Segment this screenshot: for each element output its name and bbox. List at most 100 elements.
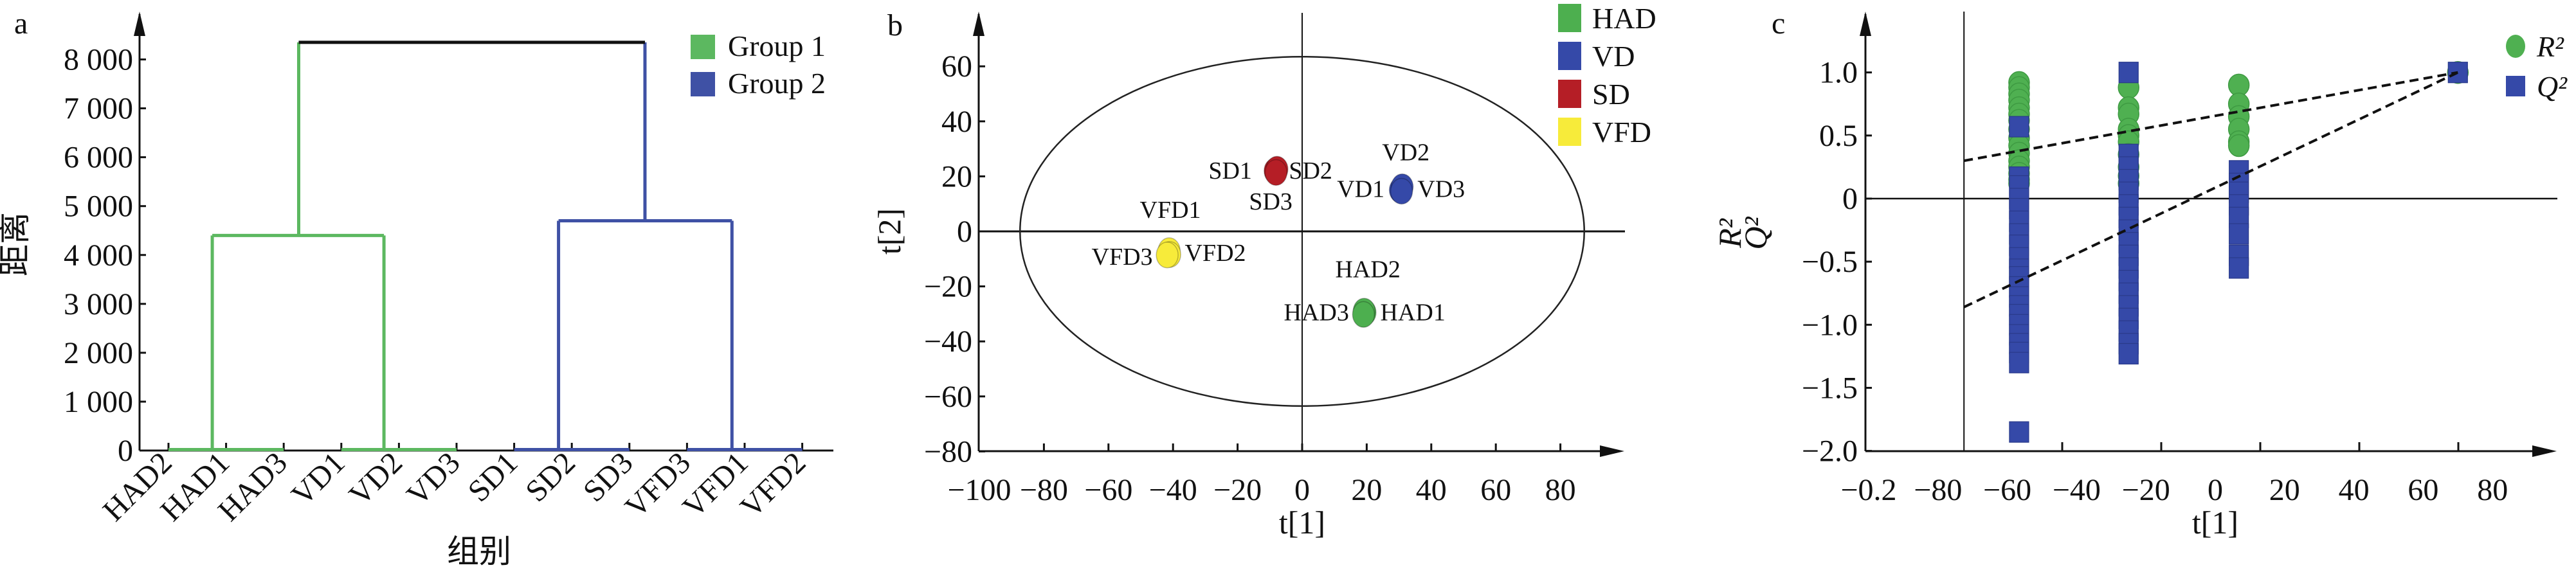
x-tick-label: VD2	[343, 445, 409, 512]
point-label: SD3	[1249, 188, 1293, 215]
x-axis-arrow	[1600, 445, 1624, 457]
legend-label: VFD	[1592, 116, 1651, 148]
y-axis-title-r2: R²	[1712, 218, 1748, 249]
q2-point	[2118, 62, 2139, 84]
x-tick-label: 80	[1545, 473, 1576, 507]
x-tick-label: −40	[2053, 473, 2101, 507]
x-tick-label: 60	[1480, 473, 1511, 507]
x-tick-label: −100	[947, 473, 1011, 507]
x-tick-label: −60	[1084, 473, 1132, 507]
point-VD3	[1390, 177, 1413, 205]
y-tick-label: −80	[924, 434, 972, 469]
legend-label: R²	[2536, 30, 2564, 63]
y-axis-title: t[2]	[871, 208, 907, 255]
q2-point	[2229, 223, 2249, 245]
point-label: SD2	[1289, 157, 1332, 184]
y-axis-arrow	[134, 12, 145, 36]
point-label: VD1	[1337, 176, 1384, 203]
y-axis-title: 距离	[0, 212, 33, 276]
dendrogram-panel: a 0 1 000 2 000 3 000 4 000 5 000 6 000 7 000 8 0…	[0, 6, 833, 569]
x-tick-label: 0	[1294, 473, 1310, 507]
y-tick-label: 1 000	[64, 385, 133, 419]
x-tick-label: 60	[2408, 473, 2438, 507]
y-tick-label: −60	[924, 380, 972, 414]
panel-letter-c: c	[1772, 6, 1785, 40]
x-tick-label: VD1	[285, 445, 351, 512]
y-tick-label: 20	[941, 159, 972, 193]
permutation-test-panel: c −2.0 −1.5 −1.0 −0.5 0 0.5 1.0 −0.2 −80 −60 −40 −20…	[1712, 6, 2568, 541]
legend-label: HAD	[1592, 2, 1656, 35]
y-tick-label: −0.5	[1802, 245, 1858, 279]
x-tick-label: SD1	[462, 445, 525, 508]
x-tick-label: VD3	[400, 445, 466, 512]
y-tick-label: 8 000	[64, 43, 133, 77]
x-axis-title: t[1]	[1279, 505, 1325, 541]
y-tick-label: 7 000	[64, 92, 133, 126]
point-label: HAD1	[1381, 299, 1446, 326]
confidence-ellipse	[1019, 55, 1585, 407]
y-tick-label: 0	[1842, 182, 1858, 216]
legend-q2-marker	[2506, 76, 2525, 96]
y-axis-arrow	[1860, 12, 1871, 36]
x-tick-label: −80	[1020, 473, 1068, 507]
q2-point	[2009, 116, 2029, 138]
point-SD3	[1264, 159, 1288, 186]
r2-regression-line	[1963, 71, 2458, 163]
x-tick-label: 0	[2208, 473, 2223, 507]
x-tick-label: VFD1	[676, 445, 754, 524]
legend-swatch	[1558, 118, 1581, 146]
x-tick-label: 20	[1351, 473, 1382, 507]
x-axis-title: 组别	[447, 533, 511, 569]
y-tick-label: 60	[941, 49, 972, 84]
x-tick-label: −0.2	[1840, 473, 1896, 507]
x-tick-label: VFD2	[734, 445, 812, 524]
point-label: VD3	[1417, 176, 1465, 203]
x-tick-label: 40	[2339, 473, 2370, 507]
point-label: VFD3	[1092, 244, 1153, 271]
point-label: SD1	[1208, 157, 1252, 184]
point-label: VD2	[1382, 139, 1429, 166]
legend-label: VD	[1592, 40, 1635, 73]
q2-point	[2229, 257, 2249, 279]
y-tick-label: −2.0	[1802, 434, 1858, 469]
q2-point	[2009, 352, 2029, 373]
x-axis-title: t[1]	[2192, 505, 2238, 541]
y-tick-label: 5 000	[64, 190, 133, 224]
point-label: VFD1	[1140, 197, 1201, 224]
y-tick-label: 1.0	[1819, 56, 1858, 90]
x-tick-label: 40	[1416, 473, 1447, 507]
legend-swatch	[1558, 42, 1581, 70]
panel-letter-b: b	[887, 8, 903, 42]
r2-point	[2227, 134, 2250, 157]
q2-point	[2009, 421, 2029, 443]
legend-r2-marker	[2506, 35, 2525, 58]
y-tick-label: −20	[924, 270, 972, 304]
legend-swatch	[1558, 4, 1581, 32]
point-label: HAD3	[1284, 299, 1349, 326]
x-tick-label: −20	[1213, 473, 1262, 507]
legend-label: Q²	[2537, 70, 2568, 103]
y-tick-label: 40	[941, 105, 972, 139]
legend-swatch	[1558, 80, 1581, 108]
x-tick-label: 20	[2269, 473, 2300, 507]
y-axis-arrow	[973, 12, 984, 36]
x-axis-arrow	[2532, 445, 2557, 457]
y-tick-label: −1.0	[1802, 308, 1858, 342]
point-label: HAD2	[1336, 256, 1401, 283]
x-tick-label: −20	[2122, 473, 2170, 507]
point-HAD3	[1352, 301, 1375, 328]
legend-label: SD	[1592, 78, 1630, 111]
q2-regression-line	[1963, 71, 2459, 308]
legend-swatch	[691, 35, 715, 59]
y-tick-label: 0	[957, 215, 972, 249]
legend-label: Group 1	[728, 30, 826, 62]
x-tick-label: −60	[1983, 473, 2031, 507]
panel-letter-a: a	[14, 6, 28, 40]
legend-swatch	[691, 72, 715, 96]
y-tick-label: −1.5	[1802, 371, 1858, 405]
y-tick-label: 2 000	[64, 336, 133, 370]
x-tick-label: −40	[1149, 473, 1197, 507]
y-tick-label: 0	[118, 434, 133, 468]
